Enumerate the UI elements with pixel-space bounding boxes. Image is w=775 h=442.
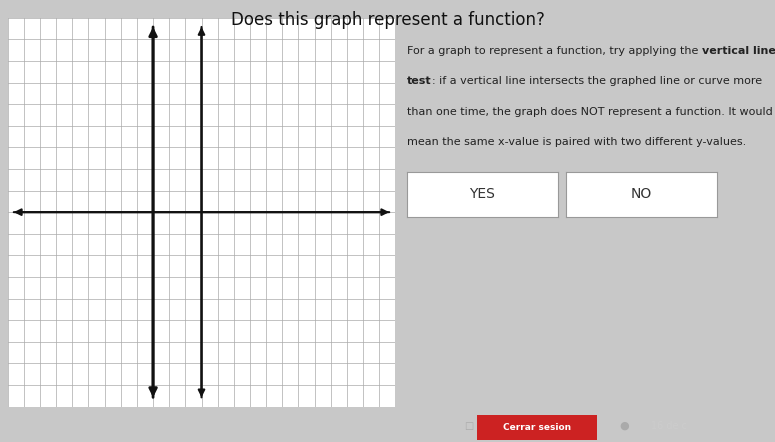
Text: □  ⊃  ⊃: □ ⊃ ⊃ [465, 421, 503, 431]
Text: than one time, the graph does NOT represent a function. It would: than one time, the graph does NOT repres… [407, 107, 773, 117]
Text: 16 de c: 16 de c [651, 421, 687, 431]
Text: : if a vertical line intersects the graphed line or curve more: : if a vertical line intersects the grap… [432, 76, 762, 87]
Text: mean the same x-value is paired with two different y-values.: mean the same x-value is paired with two… [407, 137, 746, 147]
Text: ●: ● [619, 421, 629, 431]
Text: test: test [407, 76, 432, 87]
Text: NO: NO [631, 187, 652, 202]
Text: YES: YES [470, 187, 495, 202]
Text: For a graph to represent a function, try applying the: For a graph to represent a function, try… [407, 46, 701, 57]
Text: vertical line: vertical line [701, 46, 775, 57]
Text: Does this graph represent a function?: Does this graph represent a function? [231, 11, 544, 29]
Text: Cerrar sesion: Cerrar sesion [503, 423, 570, 432]
